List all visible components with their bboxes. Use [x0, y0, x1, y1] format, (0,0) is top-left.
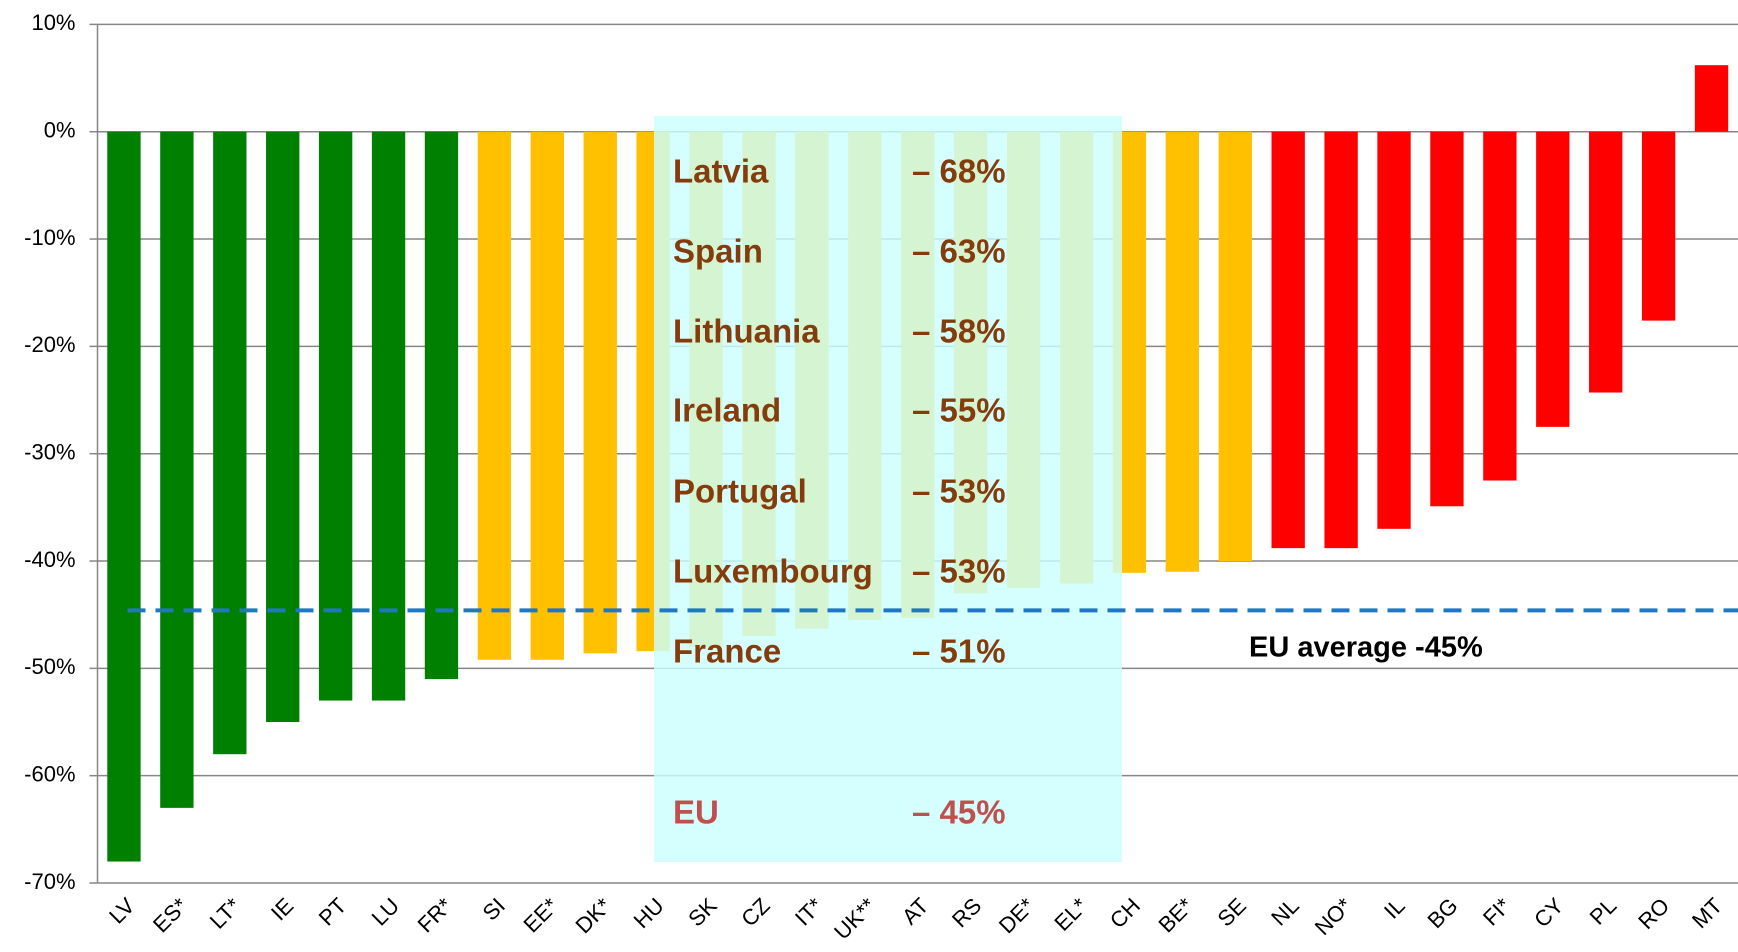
y-tick-label: 10%	[31, 10, 75, 35]
bar	[424, 131, 459, 680]
x-tick-label: SK	[683, 893, 722, 932]
x-tick-label: SI	[478, 893, 510, 925]
bar	[160, 131, 194, 808]
bar	[266, 131, 300, 723]
x-tick-label: IL	[1379, 893, 1410, 924]
x-tick-label: IE	[266, 893, 298, 925]
x-tick-label: MT	[1687, 893, 1727, 933]
y-tick-label: -10%	[24, 225, 75, 250]
x-tick-label: DE*	[994, 893, 1040, 939]
x-tick-label: IT*	[790, 893, 828, 931]
bar	[583, 131, 617, 654]
x-tick-label: BE*	[1153, 893, 1198, 938]
table-value: – 58%	[912, 313, 1006, 350]
bar	[1271, 131, 1305, 549]
table-value: – 53%	[912, 473, 1006, 510]
x-tick-label: BG	[1422, 893, 1462, 933]
table-country: Portugal	[673, 473, 807, 510]
table-value: – 45%	[912, 794, 1006, 831]
bar	[1218, 131, 1252, 562]
x-tick-label: CZ	[736, 893, 774, 931]
bar	[477, 131, 512, 660]
x-tick-label: DK*	[571, 893, 617, 939]
x-tick-label: AT	[897, 893, 933, 929]
y-tick-label: -70%	[24, 869, 75, 894]
table-country: Spain	[673, 233, 763, 270]
table-country: Luxembourg	[673, 553, 873, 590]
x-tick-label: HU	[629, 893, 669, 933]
y-tick-label: 0%	[44, 118, 76, 143]
x-tick-label: FR*	[413, 893, 458, 938]
x-tick-label: CY	[1529, 893, 1569, 933]
table-value: – 51%	[912, 633, 1006, 670]
x-tick-label: CH	[1105, 893, 1145, 933]
annotation-box	[654, 116, 1122, 862]
table-value: – 68%	[912, 153, 1006, 190]
bar	[371, 131, 406, 701]
bar	[213, 131, 247, 755]
bar	[318, 131, 353, 701]
bar	[1430, 131, 1464, 507]
bar	[1483, 131, 1517, 481]
bar	[107, 131, 141, 862]
x-tick-label: ES*	[148, 893, 193, 938]
table-country: EU	[673, 794, 719, 831]
bar	[530, 131, 564, 660]
table-country: Latvia	[673, 153, 769, 190]
table-country: France	[673, 633, 781, 670]
y-tick-label: -30%	[24, 440, 75, 465]
y-tick-label: -50%	[24, 654, 75, 679]
table-country: Lithuania	[673, 313, 820, 350]
y-tick-label: -60%	[24, 761, 75, 786]
y-tick-label: -40%	[24, 547, 75, 572]
y-tick-label: -20%	[24, 332, 75, 357]
x-tick-label: RS	[947, 893, 986, 932]
x-tick-label: NL	[1266, 893, 1304, 931]
bar	[1165, 131, 1200, 572]
x-tick-label: SE	[1212, 893, 1250, 931]
bar	[1641, 131, 1676, 321]
x-tick-label: LV	[104, 893, 140, 929]
table-value: – 53%	[912, 553, 1006, 590]
x-tick-label: PT	[314, 893, 352, 931]
bar	[1694, 65, 1729, 132]
table-country: Ireland	[673, 392, 781, 429]
x-tick-label: LU	[367, 893, 405, 931]
bar	[1324, 131, 1358, 549]
x-tick-label: FI*	[1478, 893, 1516, 931]
bar	[1589, 131, 1623, 393]
x-tick-label: EL*	[1049, 893, 1092, 936]
reference-label: EU average -45%	[1249, 632, 1483, 664]
x-tick-label: LT*	[205, 893, 246, 934]
x-tick-label: PL	[1585, 893, 1622, 930]
table-value: – 55%	[912, 392, 1006, 429]
bar	[1377, 131, 1411, 529]
x-tick-label: EE*	[518, 893, 563, 938]
x-tick-label: RO	[1633, 893, 1674, 934]
bar	[1536, 131, 1570, 427]
table-value: – 63%	[912, 233, 1006, 270]
x-tick-label: NO*	[1310, 893, 1357, 940]
x-tick-label: UK**	[829, 893, 881, 945]
